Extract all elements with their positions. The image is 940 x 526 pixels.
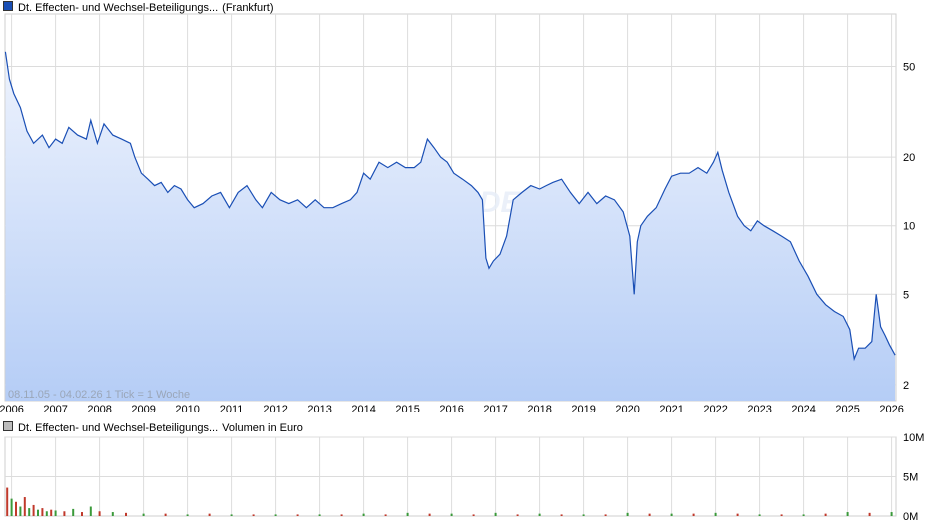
price-legend-suffix: (Frankfurt)	[222, 2, 274, 14]
volume-bar	[736, 513, 739, 516]
volume-bar	[28, 508, 31, 516]
volume-bar	[406, 512, 409, 516]
volume-bar	[450, 513, 453, 516]
price-ytick-label: 5	[903, 289, 909, 301]
volume-bar	[89, 506, 92, 516]
price-xtick-label: 2019	[571, 404, 595, 412]
volume-bar	[560, 514, 563, 516]
volume-bar	[516, 514, 519, 516]
volume-bar	[164, 513, 167, 516]
price-xtick-label: 2022	[703, 404, 727, 412]
volume-ytick-label: 0M	[903, 511, 918, 523]
price-ytick-label: 20	[903, 152, 915, 164]
volume-bar	[6, 487, 9, 516]
volume-bar	[19, 506, 22, 516]
volume-bar	[81, 512, 83, 516]
price-xtick-label: 2020	[615, 404, 639, 412]
volume-bar	[472, 514, 475, 516]
price-xtick-label: 2017	[483, 404, 507, 412]
price-legend: Dt. Effecten- und Wechsel-Beteiligungs..…	[3, 1, 274, 15]
volume-bar	[50, 509, 53, 516]
price-xtick-label: 2010	[175, 404, 199, 412]
price-xtick-label: 2013	[307, 404, 331, 412]
volume-bar	[10, 498, 13, 516]
volume-bar	[72, 508, 75, 516]
price-xtick-label: 2012	[263, 404, 287, 412]
range-note: 08.11.05 - 04.02.26 1 Tick = 1 Woche	[8, 389, 190, 401]
volume-bar	[54, 510, 57, 516]
volume-bar	[846, 512, 849, 516]
volume-ytick-label: 10M	[903, 432, 924, 444]
volume-legend: Dt. Effecten- und Wechsel-Beteiligungs..…	[3, 421, 303, 435]
volume-bar	[23, 497, 26, 516]
volume-bar	[626, 512, 629, 516]
volume-legend-suffix: Volumen in Euro	[222, 422, 303, 434]
volume-bar	[692, 513, 695, 516]
price-xtick-label: 2011	[220, 404, 244, 412]
volume-bar	[802, 514, 805, 516]
price-xtick-label: 2014	[351, 404, 375, 412]
volume-bar	[758, 514, 761, 516]
price-legend-name: Dt. Effecten- und Wechsel-Beteiligungs..…	[18, 2, 219, 14]
volume-ytick-label: 5M	[903, 472, 918, 484]
price-xtick-label: 2018	[527, 404, 551, 412]
volume-bar	[384, 514, 387, 516]
volume-bar	[111, 512, 114, 516]
price-line	[4, 51, 896, 362]
price-xtick-label: 2006	[0, 404, 24, 412]
volume-bar	[648, 513, 651, 516]
volume-bar	[208, 513, 211, 516]
volume-bar	[63, 511, 66, 516]
volume-bar	[780, 514, 783, 516]
volume-bar	[340, 514, 343, 516]
volume-bar	[868, 512, 871, 516]
volume-bar	[824, 513, 827, 516]
price-xtick-label: 2007	[43, 404, 67, 412]
volume-bar	[252, 514, 255, 516]
volume-bar	[494, 512, 497, 516]
price-xtick-label: 2023	[747, 404, 771, 412]
volume-bar	[142, 513, 145, 516]
volume-bar	[98, 511, 101, 516]
volume-bar	[604, 514, 607, 516]
volume-bar	[45, 511, 48, 516]
volume-bar	[670, 513, 673, 516]
price-xtick-label: 2015	[395, 404, 419, 412]
price-ytick-label: 10	[903, 221, 915, 233]
price-xtick-label: 2024	[791, 404, 815, 412]
price-xtick-label: 2026	[879, 404, 903, 412]
price-area	[5, 51, 896, 402]
price-legend-swatch	[3, 1, 13, 11]
price-ytick-label: 2	[903, 380, 909, 392]
volume-legend-swatch	[3, 421, 13, 431]
price-xtick-label: 2025	[835, 404, 859, 412]
volume-bar	[125, 512, 127, 516]
volume-bar	[15, 501, 17, 516]
volume-bar	[582, 514, 585, 516]
price-xtick-label: 2016	[439, 404, 463, 412]
volume-bar	[714, 512, 717, 516]
volume-bar	[186, 514, 189, 516]
price-xtick-label: 2008	[87, 404, 111, 412]
volume-bar	[428, 513, 431, 516]
price-ytick-label: 50	[903, 61, 915, 73]
volume-legend-name: Dt. Effecten- und Wechsel-Beteiligungs..…	[18, 422, 219, 434]
volume-bar	[318, 514, 321, 516]
price-xtick-label: 2009	[131, 404, 155, 412]
volume-chart: 10M 5M 0M	[4, 432, 924, 523]
volume-bar	[296, 514, 299, 516]
volume-bar	[230, 514, 233, 516]
volume-bar	[37, 509, 39, 516]
volume-bar	[41, 508, 44, 516]
volume-bar	[274, 514, 277, 516]
volume-bar	[362, 513, 365, 516]
price-xtick-label: 2021	[659, 404, 683, 412]
volume-bar	[538, 513, 541, 516]
volume-bar	[890, 512, 893, 516]
volume-bar	[32, 504, 35, 516]
